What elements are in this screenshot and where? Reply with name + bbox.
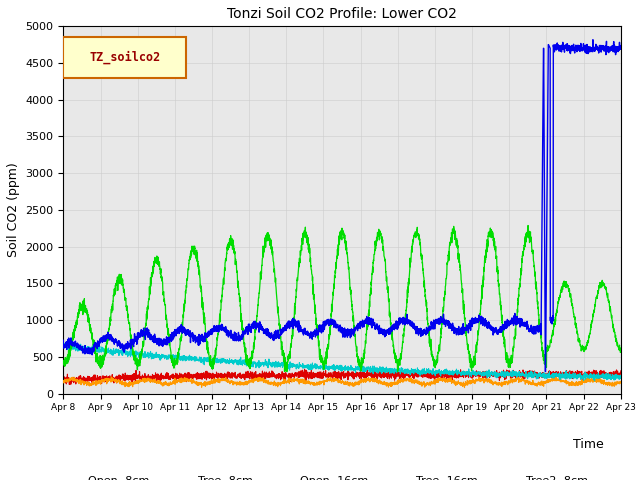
FancyBboxPatch shape [63,37,186,78]
Text: TZ_soilco2: TZ_soilco2 [89,51,160,64]
Title: Tonzi Soil CO2 Profile: Lower CO2: Tonzi Soil CO2 Profile: Lower CO2 [227,7,457,21]
Y-axis label: Soil CO2 (ppm): Soil CO2 (ppm) [7,163,20,257]
X-axis label: Time: Time [573,438,604,451]
Legend: Open -8cm, Tree -8cm, Open -16cm, Tree -16cm, Tree2 -8cm: Open -8cm, Tree -8cm, Open -16cm, Tree -… [47,472,592,480]
